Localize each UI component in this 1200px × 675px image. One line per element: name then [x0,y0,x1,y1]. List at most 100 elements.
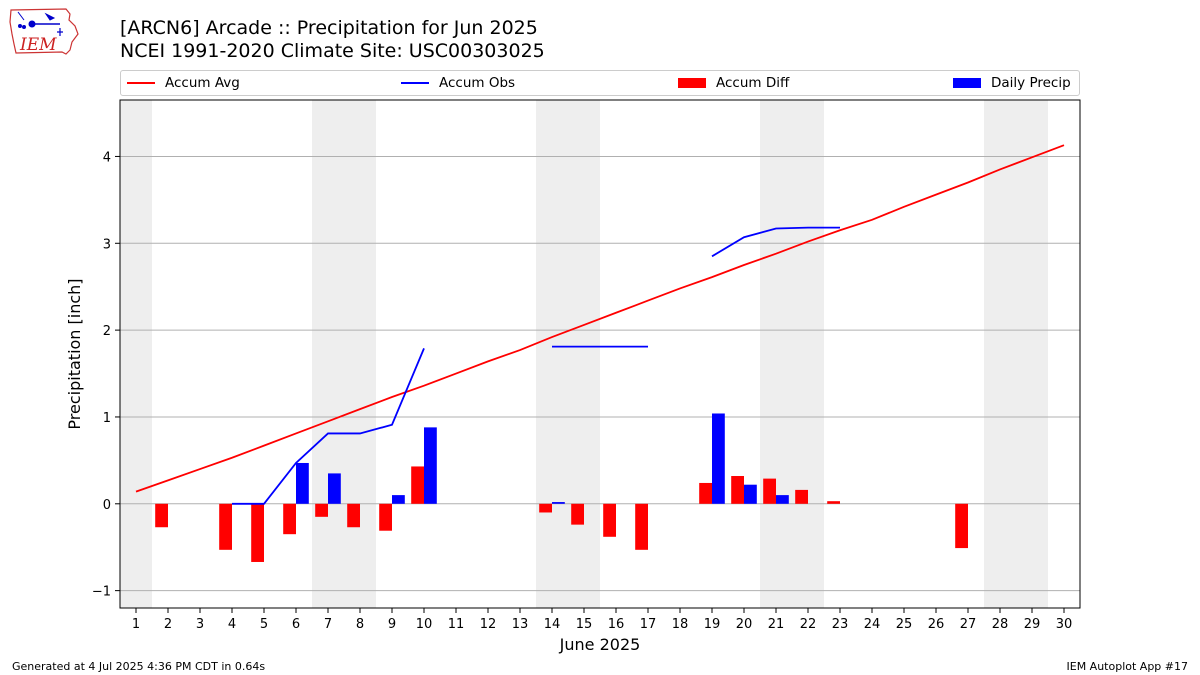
x-tick-label-8: 8 [356,617,364,632]
legend-item-accum-obs: Accum Obs [401,74,515,92]
x-tick-label-19: 19 [704,617,721,632]
x-tick-label-27: 27 [960,617,977,632]
chart-legend: Accum Avg Accum Obs Accum Diff Daily Pre… [120,70,1080,96]
bar-series [155,413,968,562]
bar-daily-precip-day-14 [552,502,565,504]
plot-frame [119,99,1081,609]
x-tick-label-17: 17 [640,617,657,632]
weekend-band-day-1 [120,100,152,608]
bar-accum-diff-day-4 [219,503,232,550]
legend-label-accum-diff: Accum Diff [716,75,790,91]
x-tick-label-15: 15 [576,617,593,632]
bar-accum-diff-day-6 [283,503,296,535]
bar-accum-diff-day-20 [731,476,744,504]
legend-item-accum-avg: Accum Avg [127,74,240,92]
legend-label-accum-avg: Accum Avg [165,75,240,91]
x-tick-label-4: 4 [228,617,236,632]
x-tick-label-3: 3 [196,617,204,632]
bar-accum-diff-day-17 [635,503,648,550]
x-tick-label-6: 6 [292,617,300,632]
weekend-band-day-22 [792,100,824,608]
bar-accum-diff-day-23 [827,501,840,504]
x-tick-label-9: 9 [388,617,396,632]
x-tick-label-29: 29 [1024,617,1041,632]
x-tick-label-13: 13 [512,617,529,632]
y-tick-label-1: 1 [103,411,111,426]
x-tick-label-12: 12 [480,617,497,632]
weekend-band-day-14 [536,100,568,608]
x-tick-label-20: 20 [736,617,753,632]
footer-app-label: IEM Autoplot App #17 [1066,660,1189,673]
bar-accum-diff-day-19 [699,482,712,504]
bar-accum-diff-day-8 [347,503,360,528]
legend-label-accum-obs: Accum Obs [439,75,516,91]
legend-swatch-accum-avg [127,82,155,84]
bar-accum-diff-day-2 [155,503,168,528]
svg-text:IEM: IEM [19,35,57,55]
y-tick-label-2: 2 [103,324,111,339]
y-axis-ticks: −1 0 1 2 3 4 [92,150,120,600]
bar-daily-precip-day-21 [776,495,789,504]
x-tick-label-24: 24 [864,617,881,632]
x-tick-label-14: 14 [544,617,561,632]
chart-subtitle: NCEI 1991-2020 Climate Site: USC00303025 [120,40,545,62]
bar-accum-diff-day-16 [603,503,616,537]
x-tick-label-22: 22 [800,617,817,632]
legend-item-daily-precip: Daily Precip [953,74,1071,92]
bar-daily-precip-day-10 [424,427,437,504]
chart-title: [ARCN6] Arcade :: Precipitation for Jun … [120,17,538,39]
weekend-band-day-21 [760,100,792,608]
line-accum-obs-segment-3 [711,226,840,258]
y-tick-label-3: 3 [103,237,111,252]
iem-logo: IEM [9,8,79,55]
legend-label-daily-precip: Daily Precip [991,75,1071,91]
weekend-shading [120,100,1048,608]
x-axis-label: June 2025 [559,635,641,654]
x-tick-label-21: 21 [768,617,785,632]
x-tick-label-11: 11 [448,617,465,632]
line-series [135,144,1065,505]
x-tick-label-26: 26 [928,617,945,632]
weather-instruments-icon [17,11,63,36]
x-tick-label-28: 28 [992,617,1009,632]
legend-swatch-accum-obs [401,82,429,84]
x-tick-label-16: 16 [608,617,625,632]
bar-daily-precip-day-19 [712,413,725,504]
x-tick-label-10: 10 [416,617,433,632]
x-axis-ticks: 1 2 3 4 5 6 7 8 9 10 11 12 13 14 15 16 17 18 19 20 21 22 23 24 2… [132,608,1072,632]
x-tick-label-5: 5 [260,617,268,632]
weekend-band-day-8 [344,100,376,608]
y-tick-label-0: 0 [103,498,111,513]
bar-daily-precip-day-9 [392,495,405,504]
y-gridlines [120,155,1080,592]
x-tick-label-25: 25 [896,617,913,632]
bar-accum-diff-day-27 [955,503,968,549]
weekend-band-day-29 [1016,100,1048,608]
y-axis-label: Precipitation [inch] [65,278,84,429]
line-accum-obs-segment-1 [232,348,425,505]
x-tick-label-23: 23 [832,617,849,632]
bar-accum-diff-day-9 [379,503,392,531]
bar-accum-diff-day-22 [795,489,808,504]
bar-daily-precip-day-6 [296,462,309,504]
line-accum-avg [135,144,1065,493]
weekend-band-day-15 [568,100,600,608]
bar-accum-diff-day-15 [571,503,584,525]
bar-accum-diff-day-21 [763,478,776,504]
y-tick-label-4: 4 [103,150,111,165]
x-tick-label-18: 18 [672,617,689,632]
legend-item-accum-diff: Accum Diff [678,74,789,92]
bar-daily-precip-day-20 [744,484,757,504]
bar-accum-diff-day-14 [539,503,552,513]
x-tick-label-2: 2 [164,617,172,632]
weekend-band-day-28 [984,100,1016,608]
legend-swatch-daily-precip [953,78,981,88]
x-tick-label-30: 30 [1056,617,1073,632]
bar-accum-diff-day-10 [411,466,424,504]
bar-accum-diff-day-7 [315,503,328,517]
bar-daily-precip-day-7 [328,473,341,504]
x-tick-label-7: 7 [324,617,332,632]
bar-accum-diff-day-5 [251,503,264,562]
weekend-band-day-7 [312,100,344,608]
